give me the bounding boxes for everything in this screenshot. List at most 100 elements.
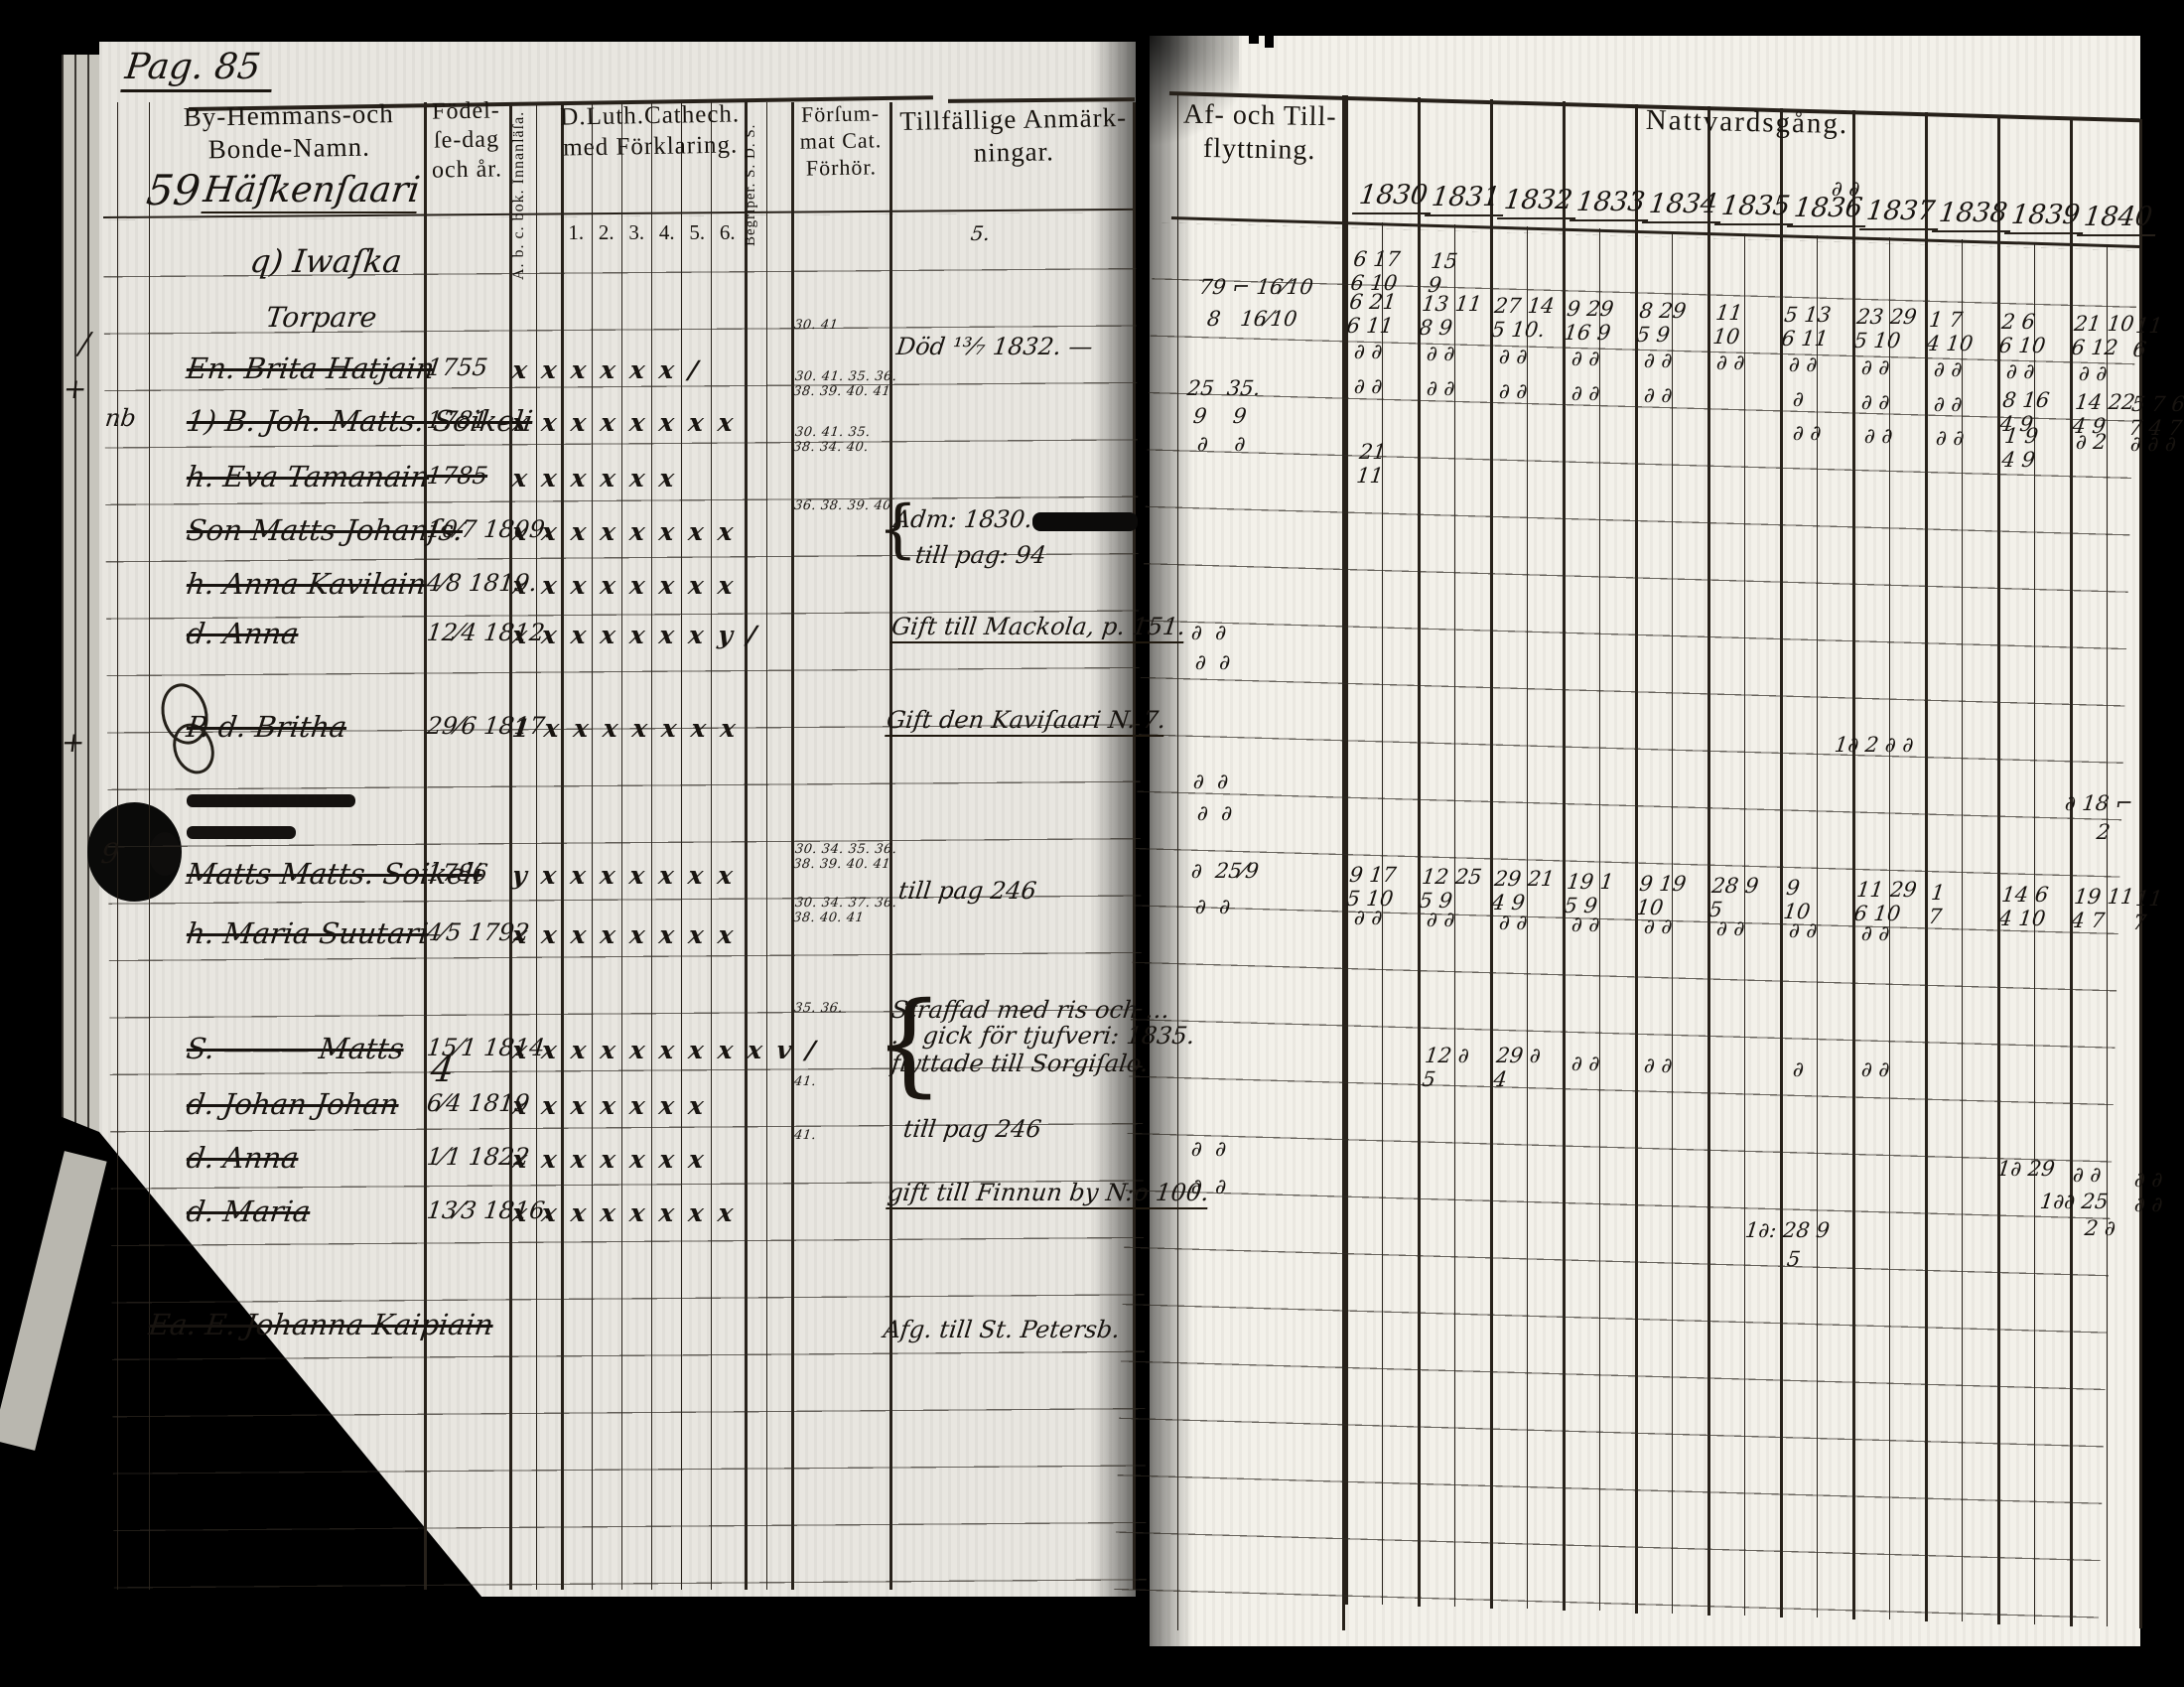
household-name: q) Iwaſka: [247, 242, 405, 280]
birth-date: 1781: [425, 406, 489, 434]
year-label-1833: 1833: [1569, 187, 1652, 222]
handwritten-mark: ∂ ∂: [1714, 351, 1746, 374]
handwritten-mark: 13 11 8 9: [1418, 292, 1484, 340]
column-rule: [621, 102, 622, 1590]
handwritten-mark: ∂ ∂: [1352, 906, 1384, 929]
year-label-1838: 1838: [1931, 198, 2014, 233]
cat-col-6: 6.: [719, 220, 736, 244]
person-name: d. Anna: [184, 1141, 301, 1175]
handwritten-mark: 27 14 5 10.: [1490, 294, 1557, 342]
missed-exam-years: 30. 41. 35. 38. 34. 40.: [792, 425, 872, 455]
handwritten-mark: ∂ ∂: [1497, 911, 1529, 934]
person-name: Ea. E. Johanna Kaipiain: [146, 1308, 495, 1341]
handwritten-mark: 9 9: [1191, 404, 1249, 428]
catechism-subcolumn-numbers: 1. 2. 3. 4. 5. 6.: [561, 220, 743, 245]
column-rule: [424, 102, 427, 1590]
handwritten-mark: ∂ ∂: [1859, 390, 1891, 414]
header-remarks-line1: Tillfällige Anmärk-: [899, 102, 1128, 136]
header-names: By-Hemmans-och Bonde-Namn.: [158, 97, 419, 167]
missed-exam-years: 41.: [793, 1128, 818, 1143]
handwritten-mark: 25 35.: [1185, 376, 1263, 400]
handwritten-mark: 1∂∂ 25: [2038, 1190, 2111, 1213]
remark-note: Gift till Mackola, p. 151.: [889, 613, 1187, 643]
catechism-checks: y x x x x x x x: [510, 861, 738, 890]
handwritten-mark: ∂ 18 ⌐: [2063, 791, 2135, 815]
catechism-checks: x x x x x x /: [510, 355, 703, 384]
column-rule: [681, 102, 682, 1590]
birth-date: 1755: [425, 353, 489, 381]
handwritten-mark: ∂ ∂: [1859, 921, 1891, 945]
margin-mark: 4: [428, 1050, 457, 1090]
handwritten-mark: ∂ ∂: [1642, 349, 1674, 372]
column-rule: [766, 102, 767, 1590]
column-rule: [745, 102, 748, 1590]
catechism-checks: x x x x x x x x: [510, 920, 739, 949]
handwritten-mark: 21 10 6 12: [2070, 312, 2136, 359]
person-name: S. ——— Matts: [184, 1032, 406, 1065]
person-name: d. Maria: [184, 1195, 313, 1228]
handwritten-mark: 1∂ 2 ∂ ∂: [1833, 733, 1915, 757]
header-birth-line2: ſe-dag: [433, 126, 500, 154]
cat-col-2: 2.: [598, 220, 614, 244]
household-class: Torpare: [263, 301, 379, 334]
header-catechism: D.Luth.Cathech. med Förklaring.: [555, 99, 745, 163]
handwritten-mark: ∂ ∂: [1497, 379, 1529, 403]
column-rule: [592, 102, 593, 1590]
column-rule: [536, 102, 537, 1590]
handwritten-mark: 23 29 5 10: [1852, 305, 1919, 352]
handwritten-mark: 29 21 4 9: [1490, 867, 1557, 914]
header-aftill-line1: Af- och Till-: [1182, 98, 1337, 133]
handwritten-mark: ∂ 25⁄9: [1189, 859, 1261, 883]
cat-col-3: 3.: [628, 220, 645, 244]
handwritten-mark: 1 7 4 10: [1925, 308, 1975, 355]
catechism-checks: x x x x x x x x: [510, 517, 739, 546]
margin-mark: nb: [103, 404, 138, 432]
handwritten-mark: ∂ ∂: [1570, 381, 1601, 405]
handwritten-mark: 12 25 5 9: [1418, 865, 1484, 913]
handwritten-mark: ∂ ∂: [1830, 177, 1861, 201]
year-label-1837: 1837: [1858, 196, 1942, 231]
year-label-1831: 1831: [1424, 182, 1507, 217]
handwritten-mark: ∂ ∂: [2004, 359, 2036, 383]
remark-note: gift till Finnun by N:o 100.: [886, 1179, 1211, 1209]
handwritten-mark: 11 29 6 10: [1852, 878, 1919, 925]
handwritten-mark: ∂ ∂: [1570, 913, 1601, 936]
missed-exam-years: 35. 36.: [793, 1001, 844, 1016]
handwritten-mark: ∂ ∂: [1425, 376, 1456, 400]
person-name: En. Brita Hatjain: [184, 351, 437, 385]
handwritten-mark: 11 7: [2131, 887, 2164, 934]
handwritten-mark: 9 29 16 9: [1563, 297, 1615, 345]
year-label-1830: 1830: [1351, 180, 1434, 215]
handwritten-mark: ∂ ∂: [1859, 1057, 1891, 1081]
page-number-label: Pag. 85: [120, 47, 277, 93]
handwritten-mark: ∂ ∂: [1642, 1054, 1674, 1077]
left-edge-page-stack: [62, 55, 99, 1132]
handwritten-mark: ∂ ∂: [1932, 392, 1964, 416]
handwritten-mark: ∂ ∂: [1189, 621, 1228, 644]
handwritten-mark: 1∂: 28 9: [1743, 1218, 1832, 1242]
handwritten-mark: 28 9 5: [1707, 874, 1760, 921]
handwritten-mark: ∂ ∂: [1787, 352, 1819, 376]
remark-brace: {: [874, 979, 945, 1108]
remark-note: till pag 246: [901, 1115, 1043, 1143]
handwritten-mark: ∂ ∂: [1570, 347, 1601, 370]
header-remarks-line2: ningar.: [973, 136, 1055, 168]
cat-col-1: 1.: [568, 220, 585, 244]
catechism-checks: x x x x x x x: [510, 1145, 709, 1174]
missed-exam-years: 30. 41: [793, 318, 840, 333]
remark-note: till pag 246: [896, 877, 1038, 905]
handwritten-mark: ∂ ∂ ∂: [2128, 432, 2178, 456]
remark-note: Död ¹³⁄₇ 1832. —: [894, 333, 1095, 360]
handwritten-mark: 8 16⁄10: [1205, 307, 1298, 331]
remark-note: till pag: 94: [913, 541, 1048, 569]
column-rule: [651, 102, 652, 1590]
handwritten-mark: 12 ∂ 5: [1421, 1044, 1471, 1091]
catechism-checks: x x x x x x x x: [510, 571, 739, 600]
handwritten-mark: 1∂ 29: [1995, 1157, 2057, 1181]
handwritten-mark: 2 ∂: [2083, 1216, 2117, 1240]
handwritten-mark: ∂ ∂: [1570, 1052, 1601, 1075]
person-name: h. Maria Suutari: [184, 916, 431, 950]
column-rule: [711, 102, 712, 1590]
catechism-checks: x x x x x x x y /: [510, 621, 761, 649]
missed-exam-years: 41.: [793, 1074, 818, 1089]
